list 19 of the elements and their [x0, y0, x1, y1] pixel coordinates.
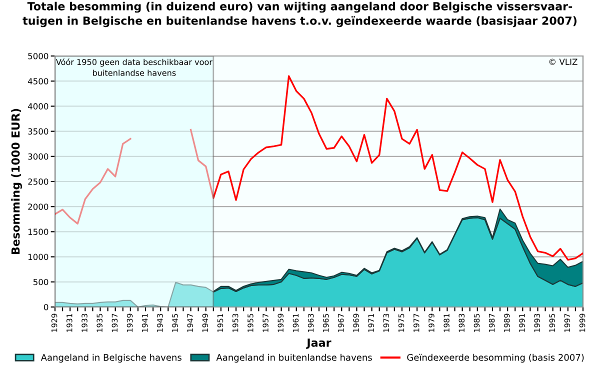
- y-tick-label: 4000: [28, 103, 48, 110]
- y-tick-label: 2500: [28, 178, 48, 185]
- annotation: © VLIZ: [549, 58, 578, 65]
- x-axis-title: Jaar: [306, 338, 332, 349]
- y-tick-label: 1000: [28, 254, 48, 260]
- legend-label: Aangeland in Belgische havens: [40, 354, 182, 363]
- y-tick-label: 3500: [28, 128, 48, 135]
- y-tick-label: 4500: [28, 78, 48, 84]
- band-label: Vóór 1950 geen data beschikbaar voor buitenlandse havens: [56, 58, 212, 76]
- legend-label: Geïndexeerde besomming (basis 2007): [407, 354, 584, 363]
- y-tick-label: 0: [44, 304, 48, 310]
- chart-title: Totale besomming (in duizend euro) van wijting aangeland door Belgische vissersvaar- tuigen in Belgische en buitenlandse havens t.o.v. geïndexeerde waarde (basisjaar 2007): [22, 2, 576, 28]
- y-tick-label: 2000: [28, 204, 48, 210]
- y-tick-label: 3000: [28, 153, 48, 160]
- legend-label: Aangeland in buitenlandse havens: [216, 354, 372, 363]
- y-tick-label: 5000: [28, 52, 48, 60]
- y-tick-label: 500: [33, 278, 48, 286]
- y-axis-title: Besomming (1000 EUR): [11, 108, 22, 254]
- y-tick-label: 1500: [28, 228, 48, 235]
